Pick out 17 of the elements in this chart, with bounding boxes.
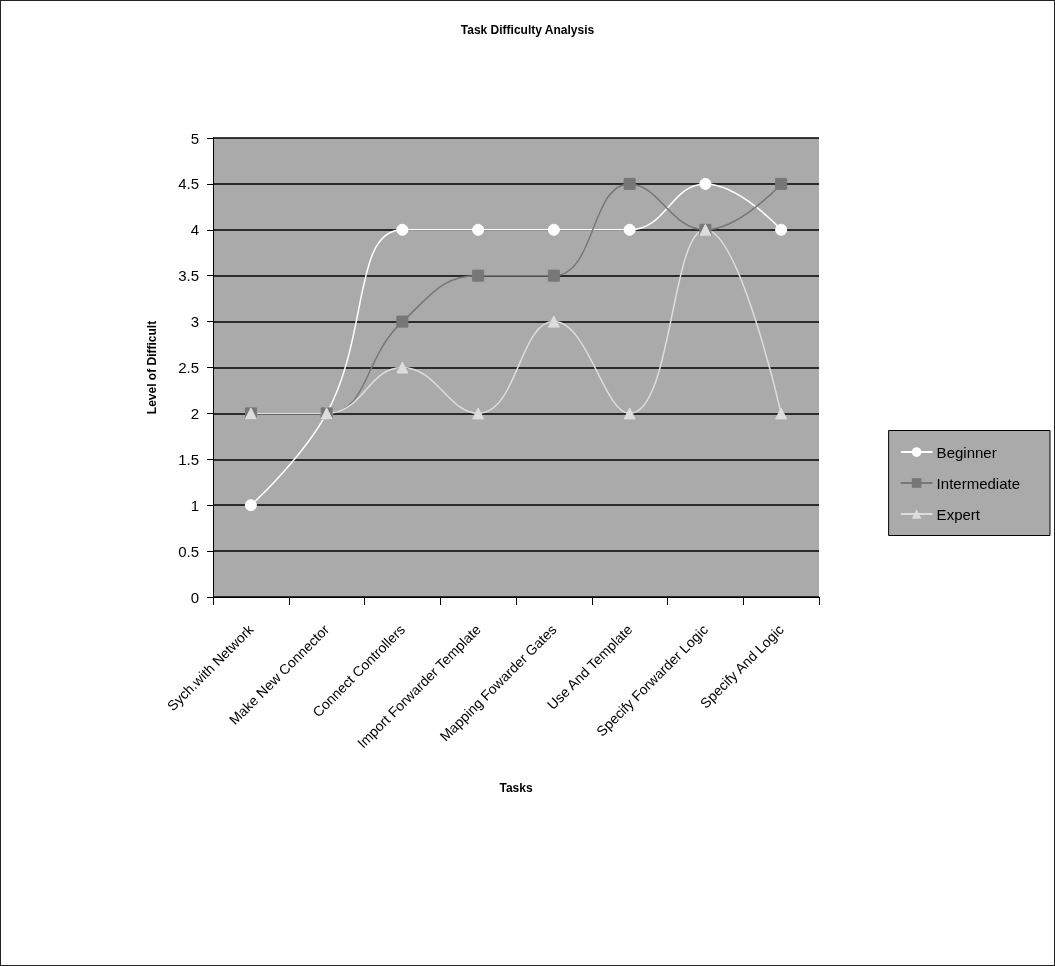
legend-label: Beginner: [936, 443, 997, 461]
y-tick-label: 4.5: [178, 175, 199, 193]
chart-title: Task Difficulty Analysis: [460, 23, 595, 37]
legend-label: Expert: [936, 505, 981, 523]
y-axis-title: Level of Difficult: [145, 320, 159, 415]
y-tick-label: 3.5: [178, 267, 199, 285]
y-tick-label: 3: [190, 313, 199, 331]
y-tick-label: 4: [190, 221, 199, 239]
y-tick-label: 1: [190, 496, 199, 514]
y-tick-label: 2: [190, 404, 199, 422]
legend-label: Intermediate: [936, 474, 1021, 492]
y-tick-label: 2.5: [178, 359, 199, 376]
x-axis-title: Tasks: [499, 781, 533, 795]
y-tick-label: 0: [190, 588, 199, 606]
y-tick-label: 5: [190, 129, 199, 147]
y-tick-label: 1.5: [178, 450, 199, 468]
y-tick-label: 0.5: [178, 542, 199, 560]
